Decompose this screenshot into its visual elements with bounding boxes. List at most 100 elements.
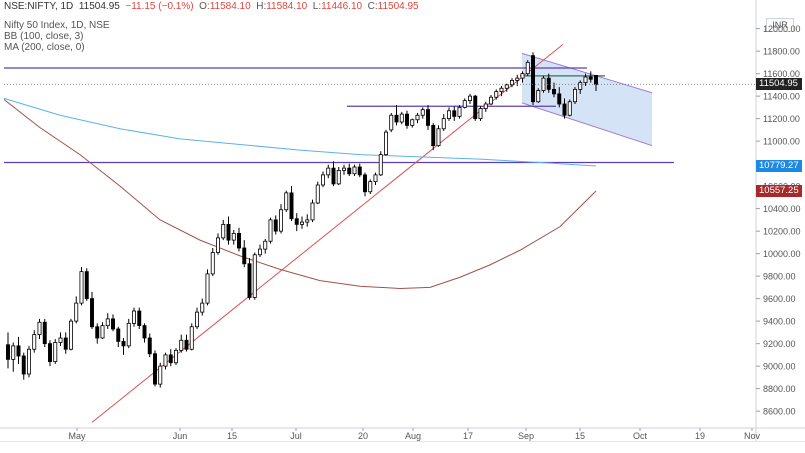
candle-body	[326, 167, 331, 176]
ma-price-tag: 10557.25	[756, 184, 802, 197]
candle-body	[6, 344, 10, 360]
candle-body	[567, 101, 572, 116]
symbol-line: NSE:NIFTY, 1D 11504.95 −11.15 (−0.1%) O:…	[4, 1, 419, 12]
indicator-ma-label[interactable]: MA (200, close, 0)	[4, 42, 85, 53]
candle-body	[394, 114, 399, 123]
candle-body	[378, 154, 383, 176]
candle-body	[452, 110, 457, 117]
y-tick-label: 9600.00	[763, 294, 796, 304]
candle-body	[268, 219, 273, 242]
last-price: 11504.95	[78, 1, 120, 12]
candle-body	[515, 77, 520, 81]
candle-body	[357, 166, 362, 176]
candle-body	[331, 167, 336, 185]
candle-body	[195, 311, 199, 328]
candle-body	[231, 232, 236, 241]
candle-body	[525, 61, 530, 75]
candle-body	[48, 343, 52, 363]
candle-body	[289, 192, 294, 220]
close-label: C:	[367, 1, 378, 12]
channel-fill	[522, 53, 652, 146]
candle-body	[510, 79, 514, 86]
currency-badge[interactable]: INR	[766, 18, 794, 32]
candle-body	[399, 113, 404, 123]
indicator-bb-label[interactable]: BB (100, close, 3)	[4, 31, 84, 42]
x-tick-label: 15	[227, 431, 237, 441]
candle-body	[158, 365, 163, 385]
candle-body	[457, 106, 462, 117]
candle-body	[363, 174, 367, 193]
candle-body	[583, 76, 588, 84]
candle-body	[11, 345, 16, 360]
candle-body	[342, 167, 346, 171]
candle-body	[100, 325, 105, 339]
x-tick-label: Nov	[744, 431, 761, 441]
candle-body	[531, 55, 535, 103]
open-value: 11584.10	[209, 1, 251, 12]
candle-body	[258, 248, 262, 256]
price-change: −11.15 (−0.1%)	[125, 1, 194, 12]
ma-200-line	[3, 99, 597, 290]
y-tick-label: 10400.00	[763, 204, 801, 214]
candle-body	[415, 114, 420, 121]
candle-body	[200, 302, 205, 313]
candle-body	[494, 91, 499, 98]
candle-body	[221, 223, 226, 239]
low-value: 11446.10	[321, 1, 363, 12]
candle-body	[163, 354, 168, 367]
candle-body	[142, 325, 147, 339]
x-tick-label: 19	[695, 431, 705, 441]
x-tick-label: Sep	[518, 431, 534, 441]
candle-body	[546, 77, 551, 90]
x-tick-label: Jun	[173, 431, 188, 441]
candle-body	[74, 302, 79, 322]
y-tick-label: 11600.00	[763, 69, 800, 79]
candle-body	[300, 221, 304, 225]
candle-body	[84, 271, 89, 300]
candle-body	[468, 95, 472, 102]
candle-body	[247, 263, 252, 298]
bottom-toolbar	[0, 441, 805, 453]
x-tick-label: 15	[575, 431, 585, 441]
y-tick-label: 8800.00	[763, 384, 796, 394]
candle-body	[441, 118, 446, 130]
x-tick-label: 17	[463, 431, 473, 441]
y-tick-label: 10200.00	[763, 227, 801, 237]
chart-title: Nifty 50 Index, 1D, NSE	[4, 20, 110, 31]
y-tick-label: 9800.00	[763, 272, 796, 282]
candle-body	[426, 109, 430, 126]
candle-body	[252, 254, 257, 298]
candle-body	[69, 320, 73, 350]
candle-body	[21, 355, 26, 375]
candle-body	[210, 252, 215, 275]
candle-body	[520, 73, 525, 79]
candle-body	[462, 100, 467, 108]
candle-body	[389, 114, 394, 131]
candle-body	[105, 318, 110, 327]
candle-body	[562, 103, 567, 116]
candle-body	[279, 209, 283, 232]
candle-body	[226, 223, 231, 241]
candle-body	[536, 90, 541, 103]
candle-body	[384, 131, 388, 156]
candle-body	[294, 218, 299, 225]
bb-basis-line	[3, 97, 597, 167]
candle-body	[242, 247, 247, 265]
y-tick-label: 8600.00	[763, 407, 796, 417]
low-label: L:	[312, 1, 322, 12]
candle-body	[111, 318, 115, 330]
y-tick-label: 9400.00	[763, 317, 796, 327]
x-tick-label: Oct	[633, 431, 648, 441]
candle-body	[315, 184, 320, 204]
candle-body	[310, 202, 315, 221]
candle-body	[499, 87, 504, 93]
open-label: O:	[199, 1, 210, 12]
candle-body	[121, 340, 126, 347]
x-tick-label: 20	[358, 431, 368, 441]
candle-body	[153, 353, 157, 385]
y-tick-label: 9200.00	[763, 339, 796, 349]
candle-body	[37, 321, 42, 336]
candle-body	[95, 326, 100, 339]
candle-body	[504, 84, 509, 89]
